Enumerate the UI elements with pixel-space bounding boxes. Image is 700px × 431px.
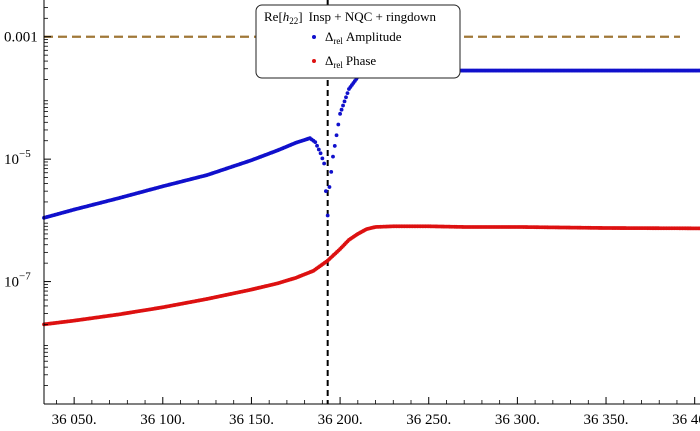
data-point (338, 111, 342, 116)
x-tick-label: 36 150. (229, 412, 274, 428)
legend-title-rest: Insp + NQC + ringdown (309, 9, 437, 24)
data-point (341, 103, 345, 108)
legend-title-suffix: ] (298, 9, 302, 24)
x-tick-label: 36 250. (406, 412, 451, 428)
data-point (320, 156, 325, 161)
legend: Re[h22] Insp + NQC + ringdown Δrel Amplitu… (255, 4, 461, 79)
data-point (327, 185, 332, 189)
data-point (316, 147, 321, 152)
data-point (313, 140, 318, 144)
data-point (342, 99, 347, 104)
data-point (331, 154, 335, 159)
x-tick-label: 36 400. (672, 412, 700, 428)
y-tick-label: 0.001 (4, 30, 38, 46)
legend-marker (312, 35, 316, 39)
data-point (334, 133, 339, 138)
x-tick-label: 36 050. (52, 412, 97, 428)
legend-title-sub: 22 (289, 16, 298, 26)
legend-title-prefix: Re[ (264, 9, 283, 24)
data-point (325, 213, 330, 218)
data-point (329, 169, 334, 174)
data-point (322, 161, 327, 166)
ticks: 36 050. 36 100. 36 150. 36 200. 36 250. 36 30… (4, 7, 700, 428)
legend-title: Re[h22] Insp + NQC + ringdown (264, 9, 436, 26)
series-amplitude (42, 68, 700, 220)
x-tick-label: 36 350. (584, 412, 629, 428)
x-tick-label: 36 100. (140, 412, 185, 428)
legend-title-var: h (283, 9, 290, 24)
data-point (324, 189, 328, 194)
data-point (345, 91, 350, 96)
x-tick-label: 36 200. (318, 412, 363, 428)
y-tick-label: 10−7 (4, 271, 31, 291)
reference-lines (44, 0, 680, 404)
legend-box (255, 4, 461, 79)
legend-entries: Δrel Amplitude Δrel Phase (312, 29, 402, 70)
data-point (336, 122, 341, 127)
series-phase (42, 224, 700, 327)
x-tick-label: 36 300. (495, 412, 540, 428)
data-point (339, 107, 344, 112)
data-point (315, 143, 319, 148)
legend-entry-label: Δrel Amplitude (325, 29, 402, 46)
legend-entry-label: Δrel Phase (325, 53, 376, 70)
data-point (344, 95, 348, 100)
series-layer (42, 68, 700, 327)
y-tick-label: 10−5 (4, 148, 31, 168)
data-point (332, 144, 337, 148)
data-point (318, 151, 323, 156)
legend-marker (312, 59, 316, 63)
